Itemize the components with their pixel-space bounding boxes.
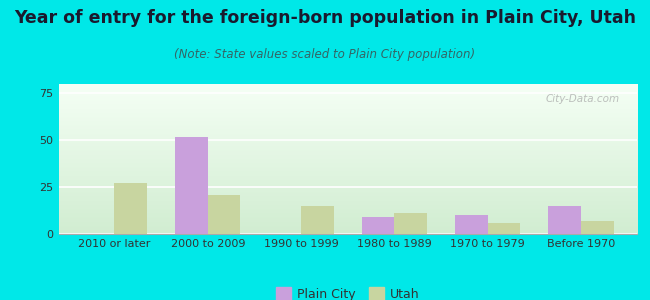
Text: (Note: State values scaled to Plain City population): (Note: State values scaled to Plain City… (174, 48, 476, 61)
Bar (362, 217, 395, 234)
Text: Year of entry for the foreign-born population in Plain City, Utah: Year of entry for the foreign-born popul… (14, 9, 636, 27)
Bar (455, 215, 488, 234)
Bar (301, 206, 333, 234)
Text: City-Data.com: City-Data.com (545, 94, 619, 104)
Bar (549, 206, 581, 234)
Bar (488, 223, 521, 234)
Bar (175, 136, 208, 234)
Bar (581, 221, 614, 234)
Bar (114, 183, 147, 234)
Bar (395, 213, 427, 234)
Legend: Plain City, Utah: Plain City, Utah (271, 282, 424, 300)
Bar (208, 195, 240, 234)
